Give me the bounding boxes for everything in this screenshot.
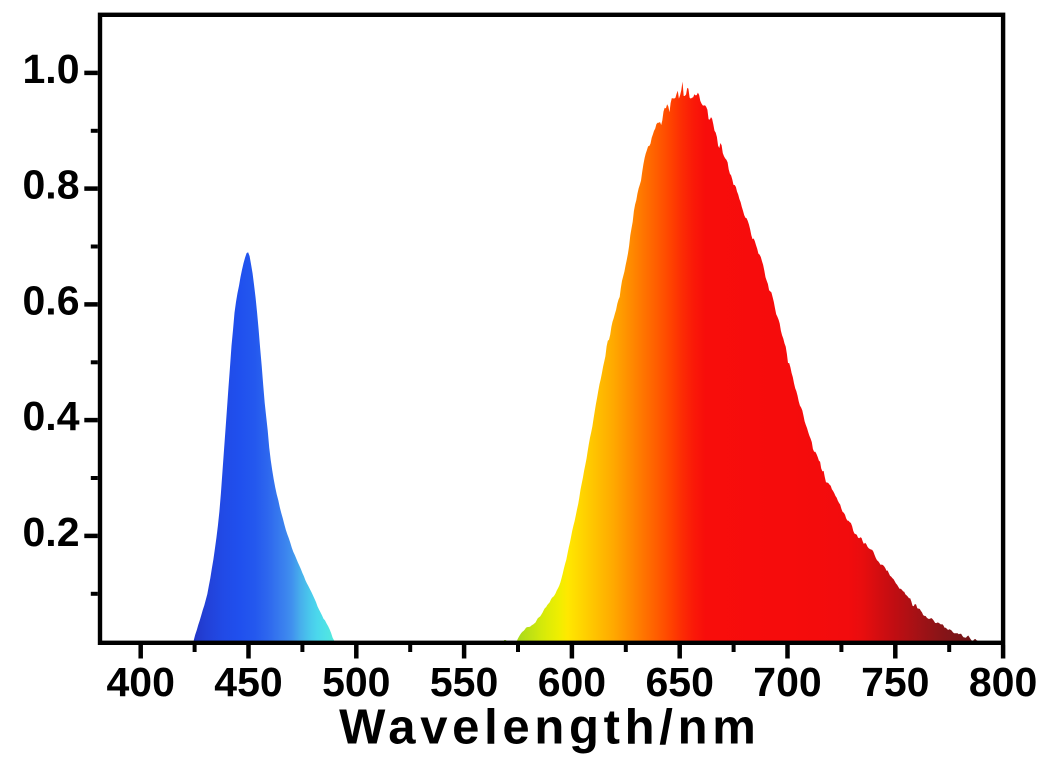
svg-text:0.8: 0.8 — [23, 162, 80, 208]
svg-text:0.6: 0.6 — [23, 277, 80, 323]
svg-text:0.2: 0.2 — [23, 509, 80, 555]
svg-text:500: 500 — [322, 659, 390, 705]
svg-text:700: 700 — [753, 659, 821, 705]
svg-text:600: 600 — [538, 659, 606, 705]
svg-text:750: 750 — [861, 659, 929, 705]
svg-text:0.4: 0.4 — [23, 393, 80, 439]
svg-text:650: 650 — [645, 659, 713, 705]
svg-text:550: 550 — [430, 659, 498, 705]
svg-text:1.0: 1.0 — [23, 46, 80, 92]
svg-text:400: 400 — [106, 659, 174, 705]
svg-text:800: 800 — [969, 659, 1037, 705]
svg-text:450: 450 — [214, 659, 282, 705]
svg-text:Wavelength/nm: Wavelength/nm — [339, 701, 760, 755]
